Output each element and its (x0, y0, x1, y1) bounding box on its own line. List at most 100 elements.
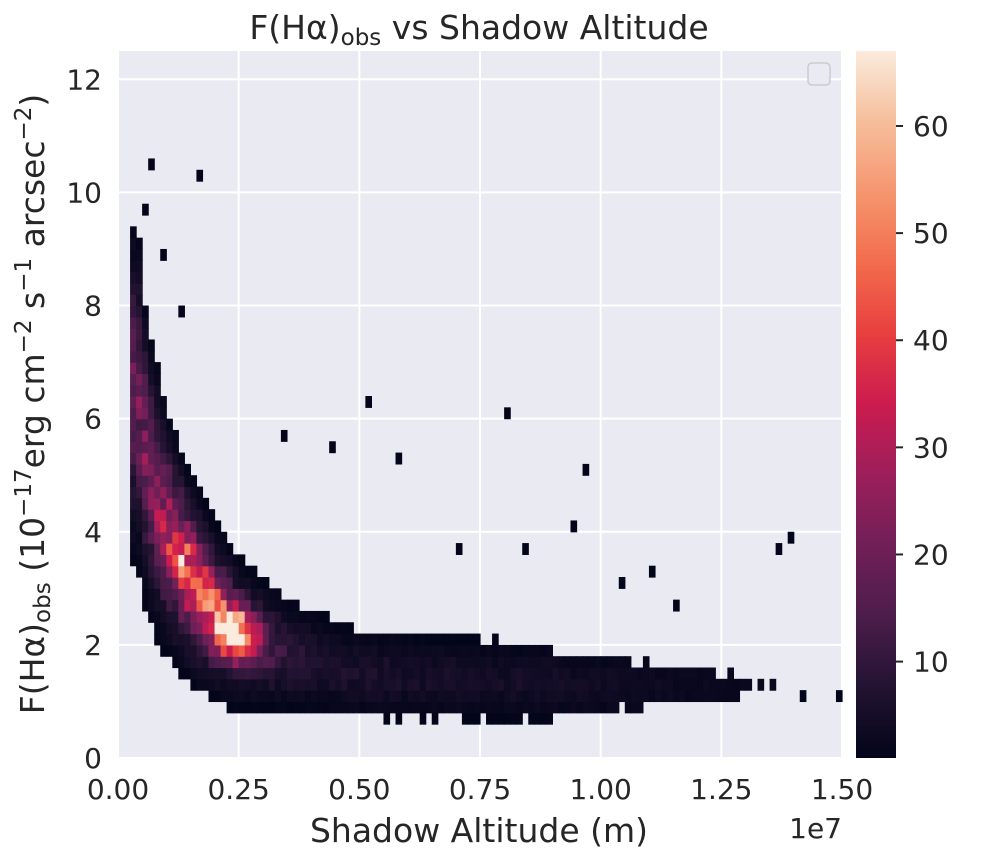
histogram-cell (697, 690, 704, 703)
histogram-cell (184, 543, 191, 555)
histogram-cell (280, 429, 288, 442)
histogram-cell (341, 656, 348, 669)
histogram-cell (311, 690, 318, 703)
histogram-cell (184, 497, 191, 510)
histogram-cell (220, 678, 228, 691)
histogram-cell (202, 554, 210, 567)
histogram-cell (401, 656, 409, 669)
histogram-cell (359, 678, 366, 691)
histogram-cell (190, 497, 198, 510)
histogram-cell (377, 701, 385, 714)
histogram-cell (160, 577, 167, 589)
histogram-cell (244, 656, 252, 669)
histogram-cell (461, 678, 469, 691)
histogram-cell (365, 633, 372, 646)
histogram-cell (130, 316, 137, 329)
histogram-cell (437, 667, 445, 680)
histogram-cell (268, 667, 276, 680)
histogram-cell (154, 475, 161, 488)
legend-box (807, 62, 831, 86)
histogram-cell (395, 701, 403, 714)
histogram-cell (172, 497, 179, 510)
histogram-cell (190, 486, 198, 499)
histogram-cell (178, 610, 185, 623)
histogram-cell (799, 690, 807, 703)
histogram-cell (202, 610, 210, 623)
histogram-cell (172, 486, 179, 499)
histogram-cell (148, 520, 155, 533)
histogram-cell (166, 531, 173, 544)
histogram-cell (347, 622, 354, 635)
histogram-cell (341, 690, 348, 703)
histogram-cell (184, 667, 191, 680)
histogram-cell (148, 588, 155, 601)
histogram-cell (268, 690, 276, 703)
histogram-cell (262, 633, 270, 646)
histogram-cell (323, 690, 330, 703)
histogram-cell (268, 644, 276, 657)
histogram-cell (142, 305, 149, 318)
histogram-cell (371, 633, 379, 646)
histogram-cell (347, 656, 354, 669)
histogram-cell (516, 690, 523, 703)
histogram-cell (335, 622, 342, 635)
histogram-cell (130, 531, 137, 544)
histogram-cell (178, 554, 185, 567)
histogram-cell (274, 588, 282, 601)
histogram-cell (486, 644, 493, 657)
histogram-cell (673, 599, 680, 612)
histogram-cell (389, 656, 397, 669)
x-tick-label: 0.75 (449, 773, 511, 806)
histogram-cell (329, 622, 336, 635)
histogram-cell (148, 350, 155, 363)
histogram-cell (196, 610, 204, 623)
histogram-cell (148, 531, 155, 544)
histogram-cell (208, 565, 216, 578)
histogram-cell (636, 701, 644, 714)
histogram-cell (558, 667, 566, 680)
histogram-cell (292, 690, 300, 703)
histogram-cell (467, 712, 475, 725)
histogram-cell (413, 644, 421, 657)
histogram-cell (679, 678, 686, 691)
histogram-cell (630, 678, 638, 691)
histogram-cell (196, 486, 204, 499)
histogram-cell (461, 701, 469, 714)
histogram-cell (492, 678, 499, 691)
histogram-cell (486, 656, 493, 669)
y-axis-label: F(Hα)obs (10−17erg cm−2 s−1 arcsec−2) (11, 94, 56, 715)
histogram-cell (172, 520, 179, 533)
histogram-cell (606, 678, 614, 691)
histogram-cell (172, 599, 179, 612)
histogram-cell (480, 644, 487, 657)
histogram-cell (250, 656, 258, 669)
histogram-cell (576, 678, 584, 691)
colorbar-tick-label: 50 (913, 217, 949, 250)
histogram-cell (244, 588, 252, 601)
histogram-cell (208, 599, 216, 612)
histogram-cell (359, 644, 366, 657)
histogram-cell (455, 678, 463, 691)
histogram-cell (492, 667, 499, 680)
histogram-cell (262, 667, 270, 680)
histogram-cell (130, 486, 137, 499)
histogram-cell (190, 588, 198, 601)
histogram-cell (208, 577, 216, 589)
histogram-cell (256, 577, 264, 589)
histogram-cell (154, 486, 161, 499)
histogram-cell (196, 554, 204, 567)
histogram-cell (166, 520, 173, 533)
histogram-cell (443, 690, 451, 703)
histogram-cell (739, 678, 747, 691)
histogram-cell (130, 475, 137, 488)
histogram-cell (286, 678, 294, 691)
histogram-cell (455, 690, 463, 703)
histogram-cell (449, 678, 457, 691)
histogram-cell (274, 656, 282, 669)
histogram-cell (311, 622, 318, 635)
histogram-cell (449, 644, 457, 657)
histogram-cell (510, 656, 517, 669)
histogram-cell (389, 667, 397, 680)
histogram-cell (130, 543, 137, 555)
histogram-cell (383, 690, 391, 703)
